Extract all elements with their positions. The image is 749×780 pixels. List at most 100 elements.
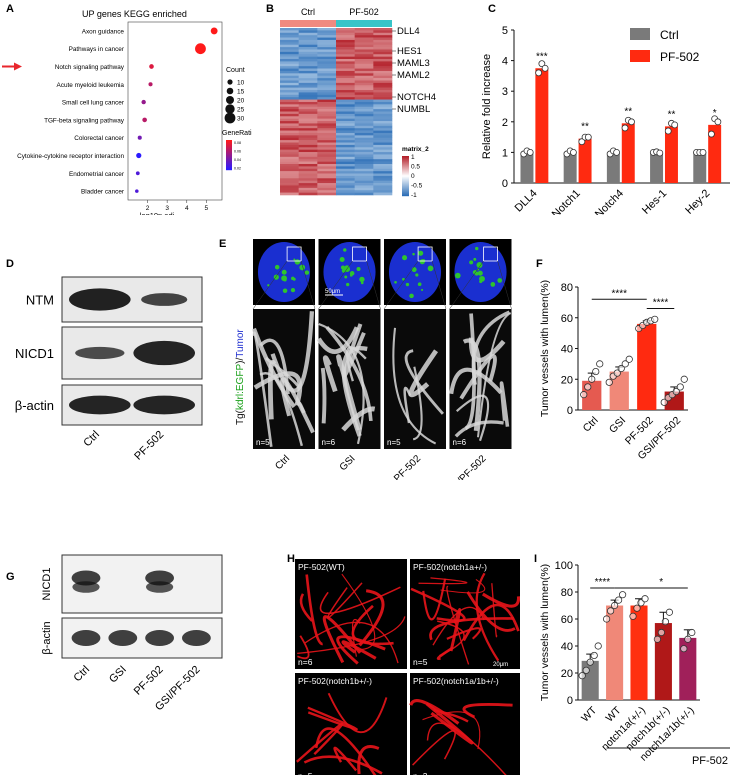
heatmap-legend-step: [402, 169, 409, 171]
significance-label: **: [624, 106, 632, 117]
heatmap-cell: [373, 183, 393, 186]
vessel-green: [476, 261, 483, 268]
heatmap-cell: [317, 61, 337, 65]
panel-f: F 0 20 40 60 80 Tumor vessels with lumen(%) Ctr…: [520, 225, 749, 480]
heatmap-cell: [354, 147, 374, 150]
count-legend-label: 15: [237, 89, 245, 96]
heatmap-legend-step: [402, 162, 409, 164]
y-tick-label: 60: [561, 313, 573, 325]
blot-band: [145, 630, 175, 646]
vessel-gray: [270, 311, 315, 393]
heatmap-cell: [280, 166, 299, 170]
heatmap-cell: [298, 118, 318, 122]
vessel-red: [446, 627, 482, 640]
x-tick-label: Hey-2: [683, 187, 712, 215]
ratio-gradient-step: [226, 140, 232, 142]
blot-band: [69, 395, 131, 415]
data-point: [584, 133, 592, 141]
vessel-red: [351, 604, 394, 646]
heatmap-cell: [317, 101, 337, 105]
vessel-red: [303, 755, 383, 775]
heatmap-cell: [336, 121, 355, 124]
vessel-green: [356, 266, 361, 271]
heatmap-cell: [280, 49, 299, 53]
sig-label: ****: [595, 577, 611, 588]
heatmap-cell: [354, 185, 374, 189]
heatmap-cell: [317, 147, 337, 150]
panel-label-d: D: [6, 258, 14, 270]
heatmap-legend-step: [402, 157, 409, 159]
heatmap-cell: [298, 123, 318, 127]
heatmap-cell: [317, 97, 337, 100]
x-tick-label: 3: [165, 205, 169, 212]
heatmap-legend-step: [402, 192, 409, 194]
heatmap-cell: [317, 168, 337, 172]
heatmap-cell: [317, 35, 337, 38]
heatmap-cell: [354, 59, 374, 62]
vessel-gray: [455, 394, 490, 442]
x-tick-label: 5: [205, 205, 209, 212]
heatmap-cell: [298, 121, 318, 124]
heatmap-cell: [354, 130, 374, 134]
heatmap-cell: [373, 187, 393, 191]
heatmap-legend-step: [402, 186, 409, 188]
heatmap-legend-step: [402, 168, 409, 170]
heatmap-cell: [280, 140, 299, 143]
data-point: [148, 82, 153, 87]
heatmap-cell: [317, 66, 337, 69]
y-tick-label: 3: [502, 86, 508, 98]
heatmap-legend-step: [402, 181, 409, 183]
heatmap-cell: [336, 125, 355, 129]
heatmap-cell: [317, 185, 337, 189]
bar: [609, 371, 629, 410]
heatmap-cell: [354, 135, 374, 139]
data-point: [688, 628, 696, 637]
ratio-gradient-step: [226, 160, 232, 162]
heatmap-cell: [317, 116, 337, 119]
zoom-line: [431, 260, 447, 310]
heatmap-cell: [354, 192, 374, 196]
heatmap-cell: [336, 82, 355, 86]
heatmap-cell: [354, 54, 374, 57]
heatmap-cell: [373, 59, 393, 62]
vessel-green: [497, 278, 503, 283]
heatmap-cell: [280, 42, 299, 45]
bar: [520, 152, 534, 183]
heatmap-cell: [354, 154, 374, 158]
heatmap-cell: [373, 44, 393, 48]
heatmap-legend-step: [402, 159, 409, 161]
heatmap-cell: [298, 104, 318, 108]
vessel-red: [327, 692, 388, 734]
n-label: n=5: [256, 438, 270, 447]
heatmap-cell: [354, 101, 374, 105]
x-tick-label: Notch4: [593, 187, 626, 215]
heatmap-cell: [373, 99, 393, 103]
heatmap-cell: [373, 144, 393, 148]
heatmap-cell: [317, 187, 337, 191]
heatmap-cell: [298, 161, 318, 165]
significance-label: **: [668, 109, 676, 120]
heatmap-cell: [336, 85, 355, 88]
heatmap-cell: [373, 147, 393, 150]
data-point: [137, 135, 142, 140]
heatmap-cell: [280, 82, 299, 86]
ratio-legend-title: GeneRatio: [222, 130, 252, 137]
heatmap-cell: [373, 70, 393, 74]
sig-label: *: [659, 577, 663, 588]
n-label: n=6: [298, 657, 313, 667]
heatmap-cell: [298, 85, 318, 88]
heatmap-cell: [280, 73, 299, 77]
heatmap-cell: [373, 168, 393, 172]
heatmap-cell: [280, 111, 299, 115]
heatmap-cell: [354, 32, 374, 36]
heatmap-cell: [298, 147, 318, 150]
vessel-green: [412, 252, 415, 256]
heatmap-legend-step: [402, 189, 409, 191]
heatmap-cell: [336, 97, 355, 100]
heatmap-cell: [354, 82, 374, 86]
bar: [535, 68, 549, 183]
heatmap-cell: [298, 51, 318, 55]
heatmap-cell: [280, 128, 299, 131]
heatmap-cell: [336, 154, 355, 158]
